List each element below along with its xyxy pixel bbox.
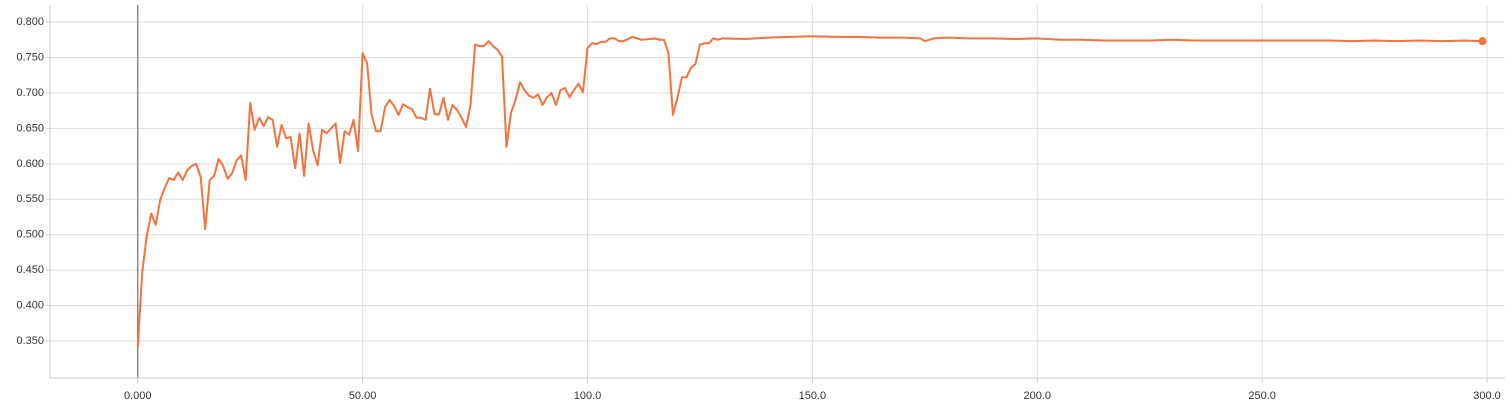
y-tick-label: 0.750 — [16, 51, 44, 63]
x-tick-label: 50.00 — [349, 390, 377, 402]
y-tick-label: 0.550 — [16, 193, 44, 205]
x-tick-label: 150.0 — [799, 390, 827, 402]
series-line — [136, 35, 1483, 349]
y-tick-label: 0.350 — [16, 335, 44, 347]
x-tick-label: 250.0 — [1248, 390, 1276, 402]
x-tick-label: 300.0 — [1473, 390, 1501, 402]
y-tick-label: 0.600 — [16, 158, 44, 170]
x-tick-label: 100.0 — [574, 390, 602, 402]
y-tick-label: 0.500 — [16, 229, 44, 241]
y-tick-label: 0.800 — [16, 16, 44, 28]
y-tick-label: 0.400 — [16, 300, 44, 312]
y-tick-label: 0.700 — [16, 87, 44, 99]
x-tick-label: 0.000 — [124, 390, 152, 402]
y-tick-label: 0.450 — [16, 264, 44, 276]
end-point — [1478, 37, 1487, 46]
y-tick-label: 0.650 — [16, 122, 44, 134]
x-tick-label: 200.0 — [1023, 390, 1051, 402]
